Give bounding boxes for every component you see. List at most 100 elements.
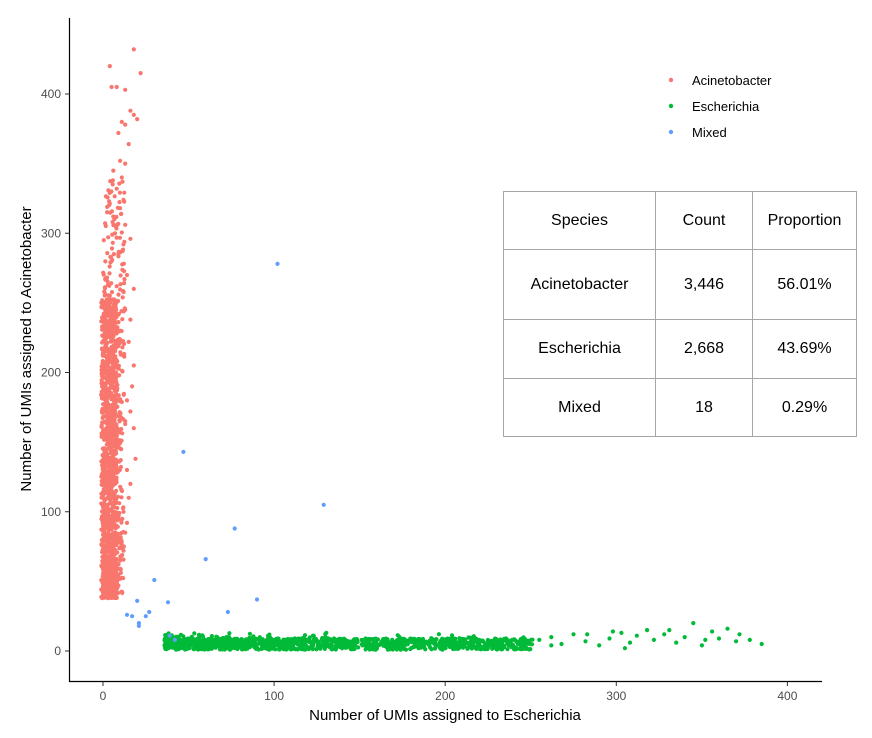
escherichia-point — [610, 629, 616, 634]
x-tick-label: 0 — [100, 689, 107, 703]
acinetobacter-point — [130, 384, 135, 389]
acinetobacter-point — [104, 507, 109, 513]
acinetobacter-point — [118, 567, 123, 572]
acinetobacter-point — [123, 222, 128, 227]
acinetobacter-point — [110, 344, 115, 349]
acinetobacter-point — [102, 449, 107, 454]
escherichia-point — [747, 637, 752, 643]
acinetobacter-point — [111, 588, 116, 593]
acinetobacter-point — [105, 379, 110, 384]
acinetobacter-point — [104, 457, 109, 462]
acinetobacter-point — [114, 84, 119, 90]
acinetobacter-point — [110, 182, 115, 187]
escherichia-point — [259, 646, 264, 652]
acinetobacter-point — [119, 175, 124, 180]
acinetobacter-point — [115, 404, 120, 409]
escherichia-point — [682, 635, 687, 640]
escherichia-point — [273, 643, 278, 648]
mixed-point — [136, 623, 141, 629]
acinetobacter-point — [128, 317, 133, 322]
acinetobacter-point — [121, 509, 126, 514]
acinetobacter-point — [109, 390, 114, 396]
escherichia-point — [454, 645, 459, 650]
escherichia-point — [356, 645, 361, 650]
acinetobacter-point — [115, 386, 120, 391]
acinetobacter-point — [104, 434, 109, 439]
legend-label-acinetobacter: Acinetobacter — [692, 73, 772, 88]
acinetobacter-point — [122, 277, 127, 282]
acinetobacter-point — [102, 316, 107, 321]
acinetobacter-point — [102, 321, 107, 326]
acinetobacter-point — [113, 496, 118, 501]
escherichia-point — [188, 640, 193, 646]
acinetobacter-point — [99, 474, 104, 479]
escherichia-point — [634, 633, 639, 638]
acinetobacter-point — [120, 516, 125, 522]
escherichia-point — [526, 641, 531, 646]
y-tick-label: 0 — [54, 644, 61, 658]
escherichia-point — [466, 645, 471, 650]
x-tick-label: 400 — [777, 689, 797, 703]
acinetobacter-point — [99, 372, 104, 377]
escherichia-point — [645, 628, 650, 633]
mixed-point — [147, 609, 152, 615]
acinetobacter-point — [111, 524, 116, 529]
escherichia-point — [347, 639, 352, 644]
escherichia-point — [495, 639, 501, 645]
escherichia-point — [242, 640, 247, 645]
acinetobacter-point — [117, 181, 122, 186]
acinetobacter-point — [124, 398, 130, 403]
escherichia-point — [248, 641, 253, 646]
acinetobacter-point — [103, 259, 108, 264]
escherichia-point — [227, 647, 232, 652]
escherichia-point — [178, 638, 183, 643]
acinetobacter-point — [128, 236, 133, 241]
mixed-point — [124, 612, 130, 617]
escherichia-point — [571, 632, 576, 637]
escherichia-point — [334, 646, 339, 651]
acinetobacter-point — [120, 295, 125, 300]
cell-species: Mixed — [503, 378, 656, 437]
acinetobacter-point — [105, 355, 110, 361]
escherichia-point — [368, 637, 373, 642]
acinetobacter-point — [107, 473, 112, 478]
escherichia-point — [438, 643, 443, 648]
cell-count: 3,446 — [655, 249, 753, 320]
acinetobacter-point — [110, 531, 116, 536]
escherichia-point — [476, 639, 481, 645]
escherichia-point — [429, 636, 434, 641]
escherichia-point — [519, 644, 524, 649]
escherichia-point — [315, 645, 320, 650]
acinetobacter-point — [121, 505, 126, 510]
acinetobacter-point — [119, 230, 124, 235]
acinetobacter-point — [108, 417, 113, 422]
acinetobacter-point — [115, 550, 120, 555]
acinetobacter-point — [101, 367, 106, 372]
escherichia-point — [207, 645, 213, 650]
acinetobacter-point — [123, 419, 128, 424]
acinetobacter-point — [112, 479, 117, 484]
acinetobacter-point — [109, 518, 114, 523]
acinetobacter-point — [118, 458, 123, 463]
acinetobacter-point — [119, 119, 124, 124]
escherichia-point — [299, 646, 304, 651]
acinetobacter-point — [108, 539, 113, 544]
escherichia-point — [504, 636, 509, 641]
mixed-point — [203, 557, 208, 562]
acinetobacter-point — [116, 130, 121, 136]
acinetobacter-point — [119, 488, 125, 494]
acinetobacter-point — [112, 591, 118, 597]
acinetobacter-point — [123, 87, 128, 92]
acinetobacter-point — [116, 393, 121, 398]
y-tick-label: 100 — [41, 505, 61, 519]
acinetobacter-point — [114, 422, 119, 427]
escherichia-point — [267, 632, 272, 637]
acinetobacter-point — [106, 235, 111, 240]
acinetobacter-point — [105, 373, 110, 379]
acinetobacter-point — [102, 547, 107, 552]
y-tick-label: 400 — [41, 87, 61, 101]
acinetobacter-point — [120, 267, 125, 272]
escherichia-point — [415, 638, 421, 643]
acinetobacter-point — [101, 554, 106, 559]
acinetobacter-point — [118, 397, 123, 402]
